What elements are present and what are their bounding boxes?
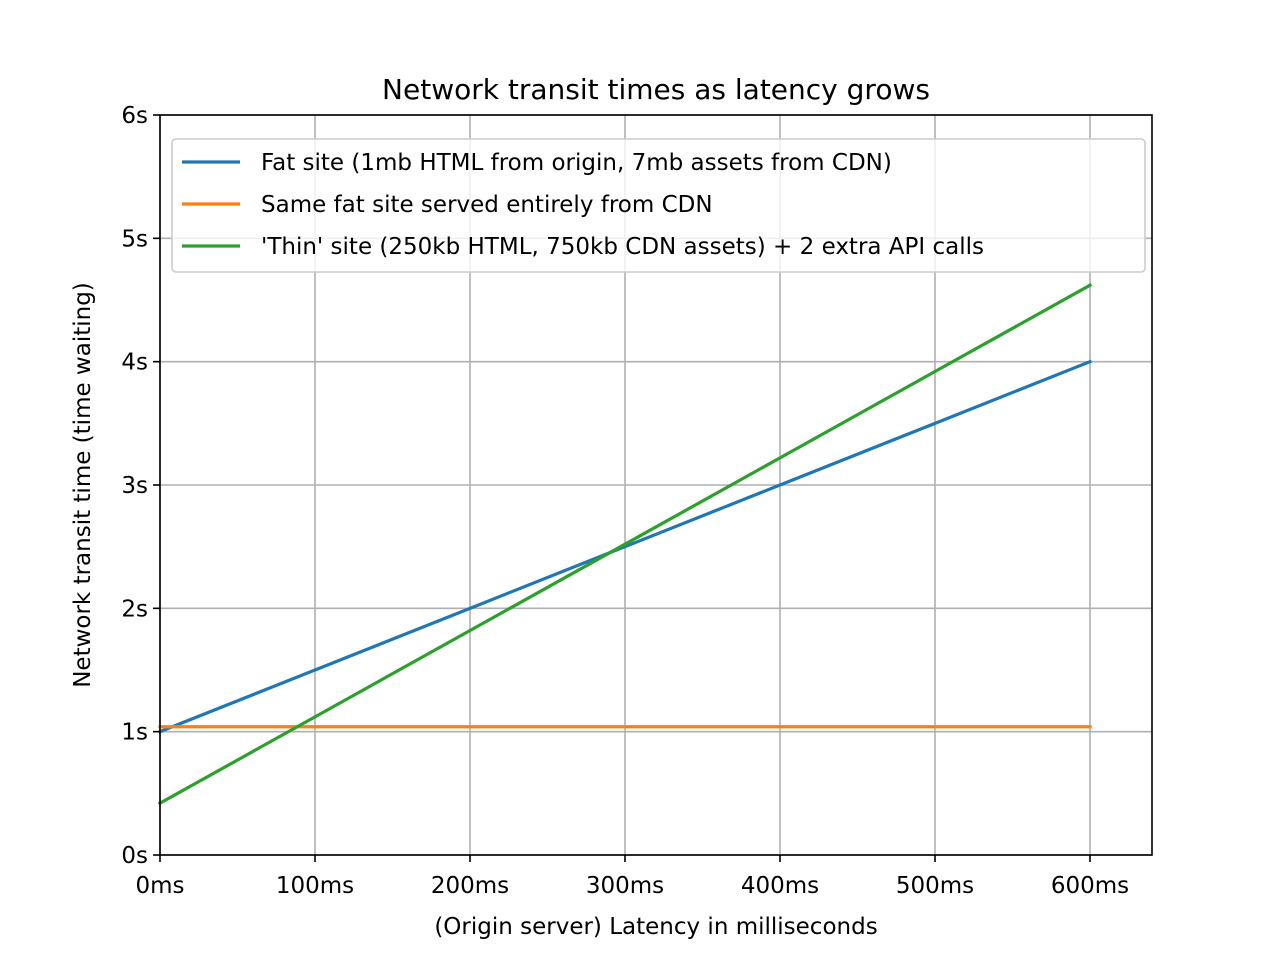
x-tick-label: 0ms: [135, 873, 184, 899]
x-axis-label: (Origin server) Latency in milliseconds: [434, 914, 877, 940]
legend-entry: 'Thin' site (250kb HTML, 750kb CDN asset…: [261, 234, 984, 260]
y-tick-label: 3s: [121, 473, 148, 499]
legend-box: [171, 138, 1146, 273]
x-tick-label: 500ms: [896, 873, 974, 899]
y-tick-label: 2s: [121, 596, 148, 622]
x-tick-label: 400ms: [741, 873, 819, 899]
axis-ticks: 0ms 100ms 200ms 300ms 400ms 500ms 600ms 0s 1s 2s 3…: [121, 103, 1129, 899]
x-tick-label: 300ms: [586, 873, 664, 899]
y-tick-label: 0s: [121, 843, 148, 869]
chart-title: Network transit times as latency grows: [382, 73, 930, 106]
series-line-1: [157, 359, 1093, 734]
legend: Fat site (1mb HTML from origin, 7mb asse…: [171, 138, 1146, 273]
y-tick-label: 5s: [121, 226, 148, 252]
legend-entry: Same fat site served entirely from CDN: [261, 192, 713, 218]
y-tick-label: 1s: [121, 720, 148, 746]
y-axis-label: Network transit time (time waiting): [70, 282, 96, 688]
series-line-3: [157, 283, 1093, 806]
x-tick-label: 600ms: [1051, 873, 1129, 899]
series-lines: [157, 283, 1093, 806]
x-tick-label: 200ms: [431, 873, 509, 899]
legend-entry: Fat site (1mb HTML from origin, 7mb asse…: [261, 150, 892, 176]
x-tick-label: 100ms: [276, 873, 354, 899]
y-tick-label: 4s: [121, 350, 148, 376]
y-tick-label: 6s: [121, 103, 148, 129]
